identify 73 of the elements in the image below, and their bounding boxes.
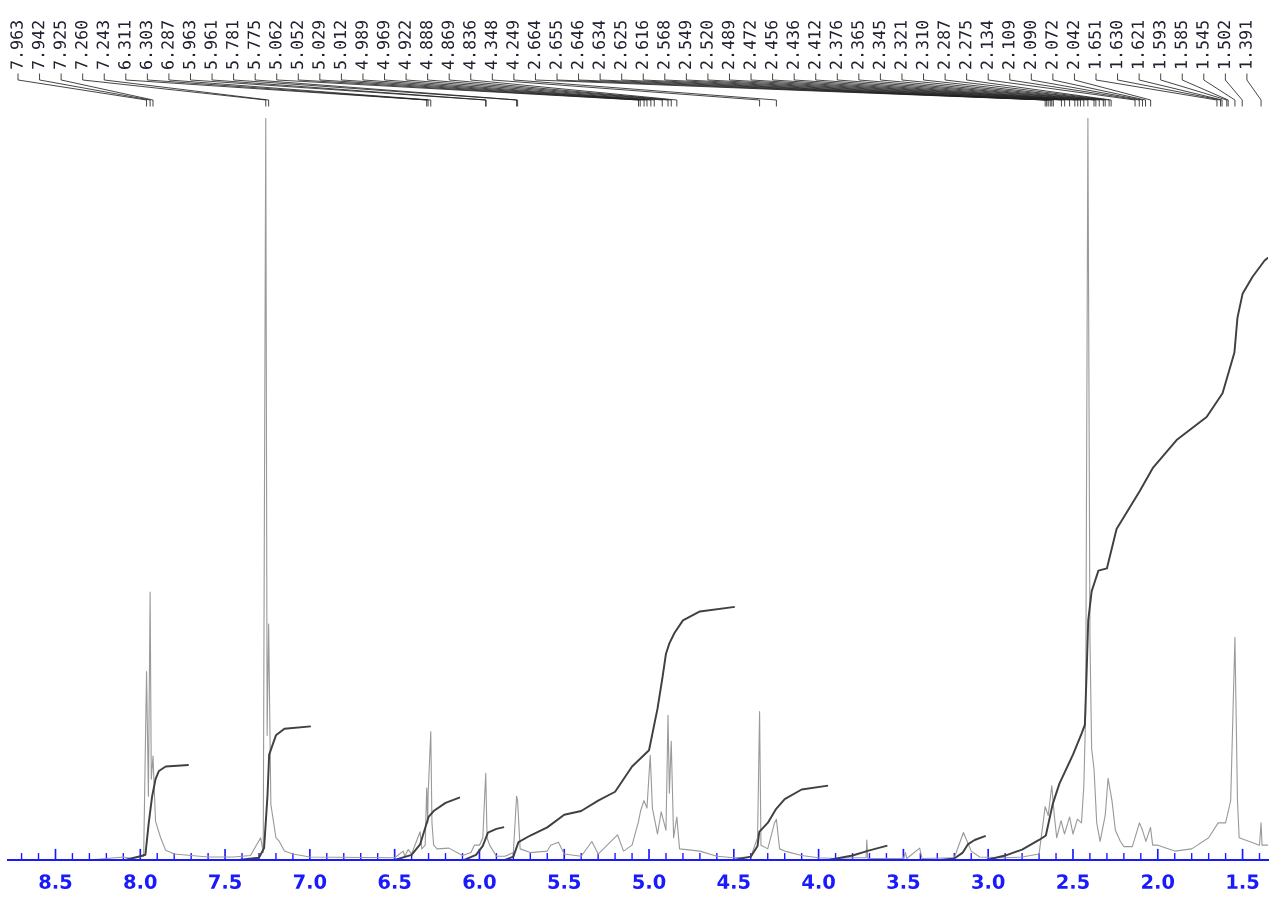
annotation: 7.942 [31, 21, 45, 69]
annotation: 4.888 [419, 20, 433, 70]
x-tick-label: 4.5 [717, 874, 750, 889]
annotation: 2.625 [613, 21, 627, 69]
annotation: 2.321 [894, 20, 907, 69]
annotation: 2.472 [743, 21, 756, 69]
annotation: 2.310 [915, 20, 929, 69]
x-tick-label: 2.5 [1057, 874, 1089, 889]
annotation: 2.376 [829, 20, 843, 69]
annotation: 2.634 [592, 20, 605, 69]
annotation: 4.869 [441, 20, 455, 70]
annotation: 5.062 [268, 21, 282, 69]
annotation: 4.836 [463, 20, 476, 70]
annotation: 4.969 [376, 20, 390, 70]
annotation: 7.243 [96, 21, 110, 69]
annotation: 6.311 [118, 20, 131, 69]
annotation: 2.616 [635, 20, 649, 69]
annotation: 2.646 [570, 20, 584, 69]
x-tick-label: 6.5 [378, 874, 411, 889]
x-tick-label: 8.0 [124, 874, 157, 889]
x-tick-label: 2.0 [1142, 874, 1175, 889]
x-tick-label: 1.5 [1227, 874, 1259, 889]
annotation: 1.593 [1152, 21, 1166, 68]
annotation: 1.630 [1109, 20, 1123, 68]
annotation: 6.287 [161, 21, 174, 69]
x-tick-label: 7.5 [209, 874, 241, 889]
annotation: 2.655 [549, 21, 562, 69]
annotation: 1.502 [1217, 21, 1231, 68]
annotation: 2.520 [700, 20, 713, 69]
annotation: 1.651 [1088, 20, 1101, 68]
annotation: 4.348 [484, 20, 498, 70]
annotation: 5.775 [247, 21, 261, 69]
annotation: 2.568 [657, 20, 670, 69]
annotation: 7.260 [74, 20, 88, 69]
annotation: 2.489 [721, 20, 735, 69]
annotation: 5.781 [225, 20, 239, 69]
annotation: 2.042 [1066, 21, 1080, 69]
annotation: 2.134 [980, 20, 994, 69]
annotation: 1.585 [1174, 21, 1188, 68]
annotation: 2.090 [1023, 20, 1037, 69]
annotation: 5.012 [333, 21, 347, 69]
x-tick-label: 3.5 [887, 874, 920, 889]
annotation: 2.345 [872, 21, 886, 69]
annotation: 7.963 [10, 21, 23, 69]
annotation: 2.549 [678, 20, 692, 69]
annotation: 2.365 [851, 21, 864, 69]
annotation: 4.989 [355, 20, 368, 70]
x-tick-label: 8.5 [39, 874, 72, 889]
annotation: 2.436 [786, 20, 800, 69]
x-tick-label: 5.5 [548, 874, 581, 889]
annotation: 2.412 [807, 21, 821, 69]
annotation: 1.545 [1196, 21, 1209, 68]
annotation: 1.391 [1239, 20, 1252, 68]
annotation: 4.922 [398, 21, 411, 70]
annotation: 7.925 [53, 21, 66, 69]
x-tick-label: 5.0 [633, 874, 666, 889]
annotation: 2.275 [958, 21, 972, 69]
annotation: 1.621 [1131, 20, 1144, 68]
annotation: 2.109 [1002, 20, 1015, 69]
annotation: 5.029 [312, 20, 325, 69]
annotation: 2.664 [527, 20, 541, 69]
x-tick-label: 6.0 [463, 874, 496, 889]
annotation: 5.052 [290, 21, 304, 69]
annotation: 4.249 [506, 20, 519, 70]
x-tick-label: 4.0 [802, 874, 835, 889]
annotation: 5.963 [182, 21, 196, 69]
annotation: 2.456 [764, 20, 778, 69]
annotation: 6.303 [139, 21, 153, 69]
annotation: 2.287 [937, 21, 950, 69]
annotation: 2.072 [1045, 21, 1058, 69]
x-tick-label: 7.0 [293, 874, 327, 889]
annotation: 5.961 [204, 20, 217, 69]
x-tick-label: 3.0 [972, 874, 1005, 889]
